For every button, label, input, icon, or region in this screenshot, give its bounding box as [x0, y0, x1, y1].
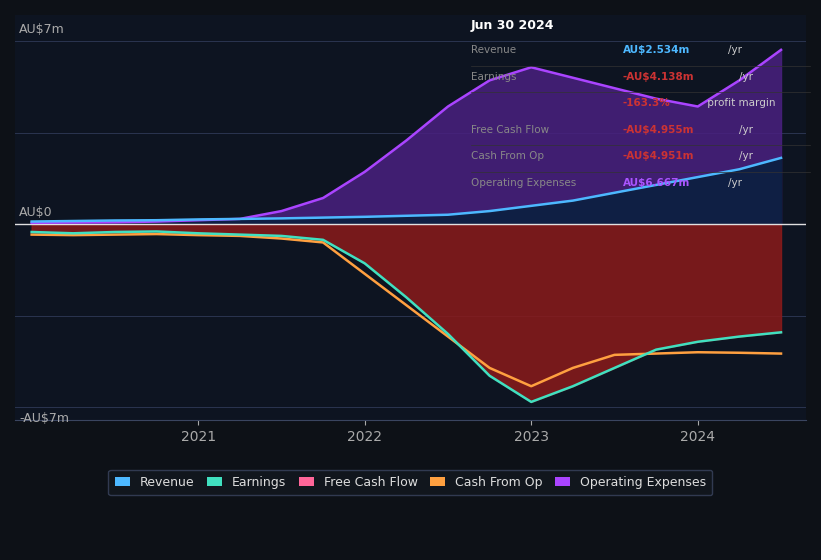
Text: Revenue: Revenue [471, 45, 516, 55]
Text: Cash From Op: Cash From Op [471, 152, 544, 161]
Text: Jun 30 2024: Jun 30 2024 [471, 18, 554, 31]
Text: profit margin: profit margin [704, 99, 776, 108]
Text: -AU$7m: -AU$7m [19, 412, 69, 426]
Text: -163.3%: -163.3% [622, 99, 671, 108]
Text: -AU$4.138m: -AU$4.138m [622, 72, 695, 82]
Text: AU$2.534m: AU$2.534m [622, 45, 690, 55]
Text: AU$0: AU$0 [19, 206, 53, 219]
Legend: Revenue, Earnings, Free Cash Flow, Cash From Op, Operating Expenses: Revenue, Earnings, Free Cash Flow, Cash … [108, 469, 713, 495]
Text: Earnings: Earnings [471, 72, 516, 82]
Text: AU$6.667m: AU$6.667m [622, 178, 690, 188]
Text: -AU$4.951m: -AU$4.951m [622, 152, 695, 161]
Text: AU$7m: AU$7m [19, 23, 65, 36]
Text: /yr: /yr [739, 125, 753, 135]
Text: /yr: /yr [739, 72, 753, 82]
Text: /yr: /yr [727, 45, 741, 55]
Text: /yr: /yr [739, 152, 753, 161]
Text: -AU$4.955m: -AU$4.955m [622, 125, 695, 135]
Text: Operating Expenses: Operating Expenses [471, 178, 576, 188]
Text: Free Cash Flow: Free Cash Flow [471, 125, 549, 135]
Text: /yr: /yr [727, 178, 741, 188]
